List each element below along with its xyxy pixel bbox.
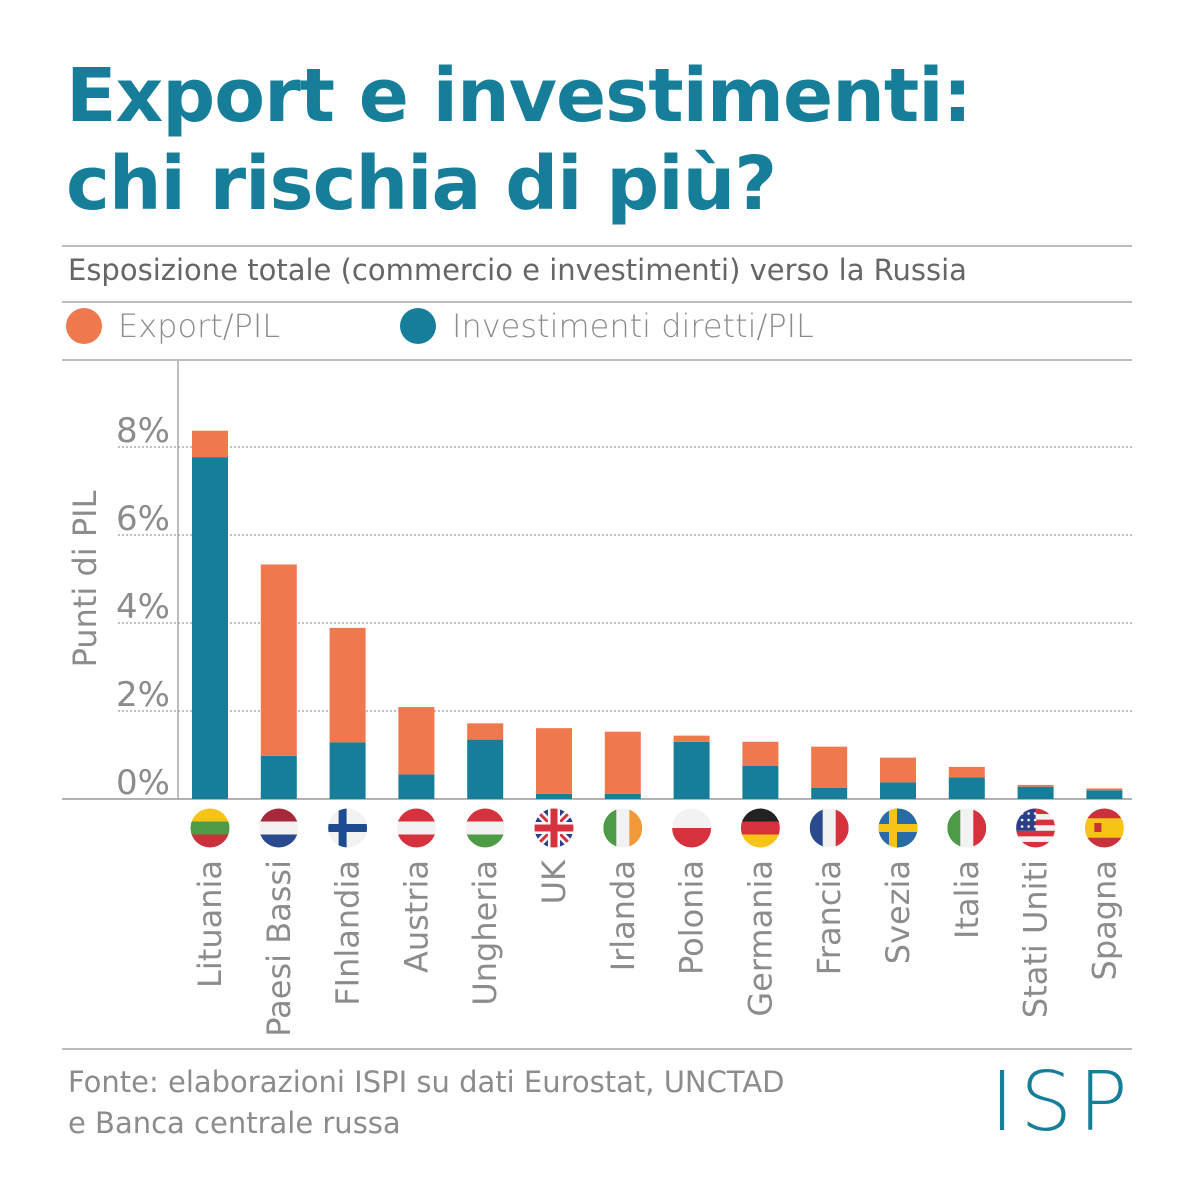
x-tick-label-9: Francia <box>810 860 848 975</box>
x-tick-label-1: Paesi Bassi <box>260 860 298 1037</box>
austria-flag-icon <box>396 808 436 848</box>
title-line-1: Export e investimenti: <box>66 53 972 139</box>
bar-investment-9 <box>811 788 848 799</box>
bar-export-1 <box>260 564 297 756</box>
y-tick-label-6: 6% <box>116 499 170 539</box>
bar-investment-2 <box>329 742 366 799</box>
legend-label-investment: Investimenti diretti/PIL <box>452 307 814 345</box>
divider-bottom <box>62 1048 1132 1050</box>
y-tick-label-8: 8% <box>116 411 170 451</box>
x-tick-label-4: Ungheria <box>466 860 504 1006</box>
bar-export-3 <box>398 707 435 775</box>
bar-export-12 <box>1017 784 1054 787</box>
x-tick-label-12: Stati Uniti <box>1017 860 1055 1018</box>
bar-investment-12 <box>1017 786 1054 799</box>
divider-top <box>62 245 1132 247</box>
x-tick-label-0: Lituania <box>191 860 229 988</box>
x-tick-label-6: Irlanda <box>604 860 642 971</box>
ireland-flag-icon <box>603 808 643 848</box>
source-note: Fonte: elaborazioni ISPI su dati Eurosta… <box>68 1062 785 1144</box>
x-tick-label-5: UK <box>535 859 573 904</box>
bar-investment-5 <box>536 793 572 799</box>
x-tick-label-2: FInlandia <box>329 860 367 1006</box>
legend-item-investment: Investimenti diretti/PIL <box>400 307 814 345</box>
y-axis-title: Punti di PIL <box>66 490 104 667</box>
finland-flag-icon <box>328 808 368 848</box>
bar-investment-10 <box>880 782 916 799</box>
bar-export-6 <box>604 731 641 794</box>
lithuania-flag-icon <box>190 808 230 848</box>
bar-export-0 <box>192 430 228 458</box>
x-tick-label-11: Italia <box>948 860 986 939</box>
bar-export-8 <box>742 741 779 766</box>
bar-export-9 <box>811 746 848 788</box>
x-tick-label-3: Austria <box>397 860 435 973</box>
usa-flag-icon <box>1016 808 1056 848</box>
chart-subtitle: Esposizione totale (commercio e investim… <box>68 253 967 287</box>
title-line-2: chi rischia di più? <box>66 141 777 227</box>
legend-label-export: Export/PIL <box>118 307 281 345</box>
y-tick-label-0: 0% <box>116 763 170 803</box>
bar-investment-7 <box>673 741 710 799</box>
chart-title: Export e investimenti: chi rischia di pi… <box>66 52 972 228</box>
italy-flag-icon <box>947 808 987 848</box>
bar-investment-13 <box>1086 790 1123 799</box>
ispi-logo: ISPI <box>990 1066 1135 1136</box>
source-line-2: e Banca centrale russa <box>68 1106 401 1140</box>
bar-investment-4 <box>467 739 504 799</box>
legend-item-export: Export/PIL <box>66 307 280 345</box>
poland-flag-icon <box>672 808 712 848</box>
legend-swatch-export <box>66 308 102 344</box>
bar-export-7 <box>673 735 710 742</box>
y-tick-label-4: 4% <box>116 587 170 627</box>
bar-investment-3 <box>398 774 435 799</box>
bar-export-5 <box>536 728 572 794</box>
bar-investment-8 <box>742 766 779 799</box>
x-tick-label-13: Spagna <box>1085 860 1123 980</box>
sweden-flag-icon <box>878 808 918 848</box>
germany-flag-icon <box>740 808 780 848</box>
legend-swatch-investment <box>400 308 436 344</box>
x-tick-label-7: Polonia <box>673 860 711 975</box>
x-tick-label-10: Svezia <box>879 860 917 964</box>
france-flag-icon <box>809 808 849 848</box>
hungary-flag-icon <box>465 808 505 848</box>
bar-export-13 <box>1086 788 1123 791</box>
bar-investment-11 <box>948 777 985 799</box>
bar-export-11 <box>948 766 985 778</box>
divider-legend <box>62 359 1132 361</box>
x-tick-label-8: Germania <box>741 860 779 1017</box>
spain-flag-icon <box>1084 808 1124 848</box>
bar-investment-6 <box>604 793 641 799</box>
uk-flag-icon <box>534 808 574 848</box>
bar-investment-0 <box>192 457 228 799</box>
divider-middle <box>62 301 1132 303</box>
bar-export-4 <box>467 723 504 740</box>
ispi-logo-text: ISPI <box>990 1066 1135 1136</box>
y-tick-label-2: 2% <box>116 675 170 715</box>
source-line-1: Fonte: elaborazioni ISPI su dati Eurosta… <box>68 1065 785 1099</box>
bar-investment-1 <box>260 755 297 799</box>
bar-export-10 <box>880 757 916 783</box>
stacked-bar-chart: 0% 2% 4% 6% 8% Punti di PIL Lituania Paesi Bass… <box>62 360 1132 1037</box>
netherlands-flag-icon <box>259 808 299 848</box>
bar-export-2 <box>329 627 366 743</box>
